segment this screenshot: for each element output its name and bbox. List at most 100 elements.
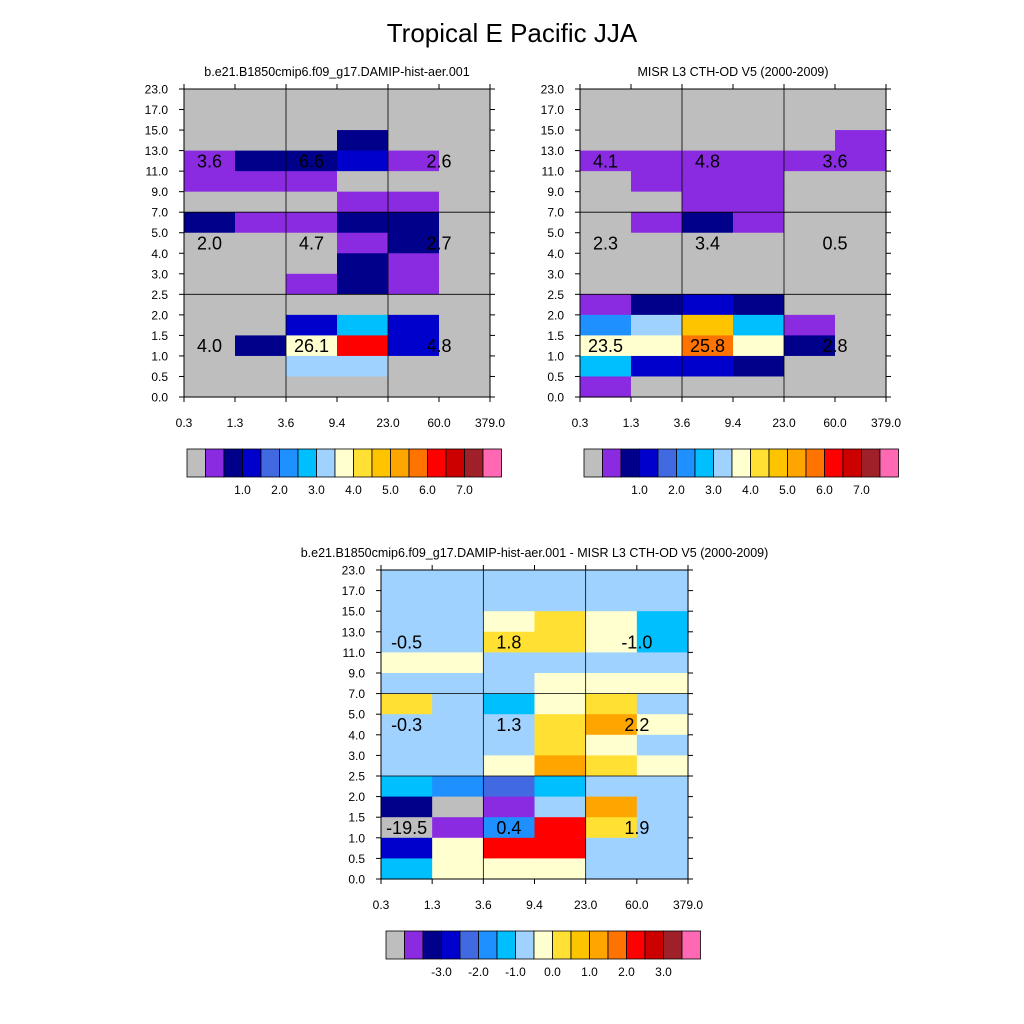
- heatmap-cell: [784, 294, 836, 316]
- heatmap-cell: [337, 89, 389, 111]
- heatmap-cell: [835, 89, 887, 111]
- y-tick-label: 7.0: [547, 206, 564, 220]
- y-tick-label: 1.0: [151, 349, 168, 363]
- heatmap-cell: [483, 570, 536, 592]
- heatmap-cell: [585, 611, 638, 633]
- heatmap-cell: [585, 652, 638, 674]
- heatmap-cell: [432, 611, 484, 633]
- value-annotation: -1.0: [621, 633, 652, 653]
- heatmap-cell: [682, 150, 734, 172]
- y-tick-label: 17.0: [145, 103, 169, 117]
- heatmap-cell: [733, 232, 785, 254]
- heatmap-cell: [682, 109, 734, 131]
- heatmap-cell: [733, 212, 785, 234]
- value-annotation: 2.8: [822, 336, 847, 356]
- colorbar-label: 2.0: [668, 483, 685, 497]
- colorbar-swatch: [639, 448, 659, 478]
- colorbar-swatch: [459, 930, 479, 960]
- heatmap-cell: [534, 837, 587, 859]
- value-annotation: 23.5: [588, 336, 623, 356]
- heatmap-cell: [432, 817, 484, 839]
- heatmap-cell: [235, 191, 287, 213]
- heatmap-cell: [184, 335, 236, 357]
- colorbar-swatch: [681, 930, 701, 960]
- heatmap-cell: [184, 294, 236, 316]
- y-tick-label: 17.0: [541, 103, 565, 117]
- colorbar-label: 4.0: [742, 483, 759, 497]
- x-tick-label: 60.0: [625, 898, 649, 912]
- heatmap-cell: [235, 212, 287, 234]
- heatmap-cell: [388, 150, 440, 172]
- heatmap-cell: [235, 294, 287, 316]
- heatmap-cell: [381, 673, 433, 695]
- heatmap-cell: [631, 355, 683, 378]
- heatmap-cell: [580, 273, 632, 295]
- colorbar-swatch: [607, 930, 627, 960]
- value-annotation: -0.3: [391, 715, 422, 735]
- heatmap-cell: [439, 191, 491, 213]
- colorbar-swatch: [644, 930, 664, 960]
- heatmap-cell: [235, 150, 287, 172]
- heatmap-cell: [682, 294, 734, 316]
- heatmap-cell: [585, 776, 638, 798]
- heatmap-cell: [388, 232, 440, 254]
- colorbar-swatch: [842, 448, 862, 478]
- heatmap-cell: [286, 335, 338, 357]
- heatmap-cell: [337, 253, 389, 275]
- heatmap-cell: [835, 335, 887, 357]
- heatmap-cell: [286, 232, 338, 254]
- y-tick-label: 0.5: [547, 370, 564, 384]
- heatmap-cell: [432, 631, 484, 653]
- x-tick-label: 9.4: [725, 416, 742, 430]
- y-tick-label: 2.5: [547, 288, 564, 302]
- y-tick-label: 11.0: [146, 165, 169, 179]
- x-tick-label: 1.3: [623, 416, 640, 430]
- heatmap-cell: [483, 817, 536, 839]
- heatmap-cell: [636, 858, 689, 880]
- heatmap-cell: [580, 130, 632, 152]
- y-tick-label: 13.0: [541, 144, 565, 158]
- y-tick-label: 9.0: [151, 185, 168, 199]
- heatmap-cell: [483, 673, 536, 695]
- heatmap-cell: [483, 693, 536, 715]
- colorbar-swatch: [279, 448, 299, 478]
- heatmap-cell: [381, 611, 433, 633]
- value-annotation: 1.3: [496, 715, 521, 735]
- y-tick-label: 15.0: [342, 605, 366, 619]
- heatmap-cell: [381, 837, 433, 859]
- heatmap-cell: [636, 776, 689, 798]
- heatmap-cell: [184, 150, 236, 172]
- colorbar-label: 7.0: [853, 483, 870, 497]
- heatmap-cell: [636, 673, 689, 695]
- heatmap-cell: [585, 590, 638, 612]
- heatmap-cell: [286, 171, 338, 193]
- heatmap-cell: [483, 611, 536, 633]
- heatmap-cell: [534, 590, 587, 612]
- heatmap-cell: [286, 191, 338, 213]
- x-tick-label: 9.4: [329, 416, 346, 430]
- x-tick-label: 0.3: [373, 898, 390, 912]
- heatmap-cell: [235, 376, 287, 398]
- x-tick-label: 23.0: [772, 416, 796, 430]
- heatmap-cell: [439, 273, 491, 295]
- heatmap-cell: [235, 273, 287, 295]
- x-tick-label: 9.4: [526, 898, 543, 912]
- heatmap-cell: [580, 109, 632, 131]
- heatmap-cell: [483, 776, 536, 798]
- heatmap-cell: [184, 191, 236, 213]
- heatmap-cell: [286, 130, 338, 152]
- colorbar-swatch: [787, 448, 807, 478]
- colorbar-swatch: [404, 930, 424, 960]
- heatmap-cell: [580, 89, 632, 111]
- heatmap-cell: [835, 376, 887, 398]
- heatmap-cell: [636, 611, 689, 633]
- colorbar-swatch: [657, 448, 677, 478]
- heatmap-cell: [784, 130, 836, 152]
- colorbar-label: 5.0: [779, 483, 796, 497]
- heatmap-cell: [636, 817, 689, 839]
- colorbar-label: 3.0: [655, 965, 672, 979]
- heatmap-cell: [439, 314, 491, 336]
- heatmap-cell: [381, 631, 433, 653]
- value-annotation: 2.6: [426, 151, 451, 171]
- heatmap-cell: [534, 652, 587, 674]
